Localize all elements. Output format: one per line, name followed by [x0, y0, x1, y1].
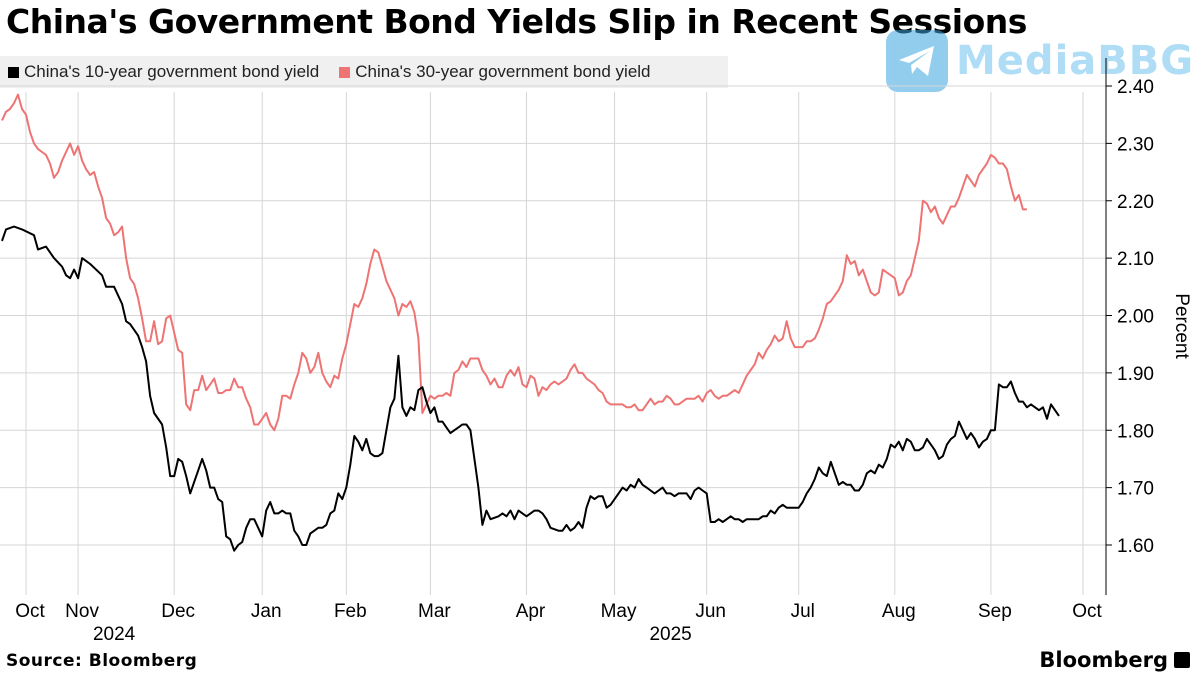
series-line-10y — [1, 225, 1060, 552]
y-tick-label: 2.30 — [1117, 134, 1154, 155]
legend-label-10y: China's 10-year government bond yield — [24, 62, 320, 81]
legend-swatch-30y — [339, 66, 351, 78]
x-year-label: 2025 — [649, 624, 691, 645]
x-tick-label: Oct — [15, 601, 45, 622]
tick-labels: 2.40 2.30 2.20 2.10 2.00 1.90 1.80 1.70 1.60 Oct N… — [15, 77, 1192, 645]
y-tick-label: 2.00 — [1117, 307, 1154, 328]
y-tick-label: 2.40 — [1117, 77, 1154, 98]
chart-title: China's Government Bond Yields Slip in R… — [6, 2, 1027, 41]
series-lines — [1, 93, 1060, 552]
x-tick-label: Mar — [418, 601, 451, 622]
x-tick-label: Jun — [695, 601, 726, 622]
x-year-label: 2024 — [93, 624, 136, 645]
brand-text: Bloomberg — [1039, 648, 1168, 672]
y-tick-label: 2.10 — [1117, 249, 1154, 270]
gridlines — [0, 85, 1106, 595]
x-tick-label: Aug — [882, 601, 916, 622]
brand-logo: Bloomberg — [1039, 648, 1190, 672]
y-tick-label: 1.70 — [1117, 479, 1154, 500]
watermark: MediaBBG — [886, 30, 1194, 92]
bloomberg-icon — [1174, 652, 1190, 668]
x-tick-label: Apr — [516, 601, 546, 622]
x-tick-label: Dec — [161, 601, 195, 622]
source-note: Source: Bloomberg — [6, 651, 198, 671]
axes — [1105, 58, 1112, 595]
watermark-text: MediaBBG — [956, 38, 1195, 84]
legend-label-30y: China's 30-year government bond yield — [355, 62, 651, 81]
x-tick-label: Jan — [251, 601, 282, 622]
y-tick-label: 2.20 — [1117, 192, 1154, 213]
series-line-30y — [1, 93, 1027, 432]
y-tick-label: 1.90 — [1117, 364, 1154, 385]
y-tick-label: 1.80 — [1117, 421, 1154, 442]
y-tick-label: 1.60 — [1117, 536, 1154, 557]
legend-item-30y: China's 30-year government bond yield — [339, 62, 651, 82]
legend-item-10y: China's 10-year government bond yield — [8, 62, 319, 82]
x-tick-label: Nov — [65, 601, 99, 622]
x-tick-label: May — [601, 601, 637, 622]
x-tick-label: Feb — [334, 601, 367, 622]
telegram-icon — [886, 30, 948, 92]
x-tick-label: Oct — [1072, 601, 1102, 622]
legend: China's 10-year government bond yield Ch… — [0, 56, 728, 88]
x-tick-label: Jul — [791, 601, 815, 622]
x-tick-label: Sep — [978, 601, 1012, 622]
y-axis-title: Percent — [1171, 293, 1192, 359]
legend-swatch-10y — [8, 66, 19, 78]
